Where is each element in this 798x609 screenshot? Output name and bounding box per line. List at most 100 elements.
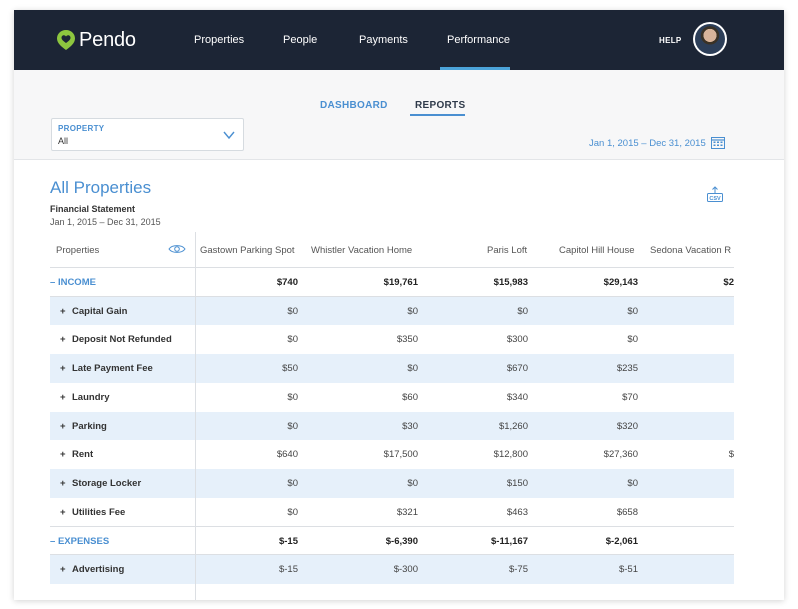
table-row[interactable]: + Laundry $0 $60 $340 $70 [50, 383, 734, 412]
table-cell: $-75 [508, 564, 528, 575]
column-header[interactable]: Capitol Hill House [559, 245, 635, 256]
row-label[interactable]: + Storage Locker [60, 478, 141, 489]
app-window: Pendo Properties People Payments Perform… [14, 10, 784, 600]
avatar-photo [695, 24, 725, 54]
table-cell: $670 [506, 363, 528, 375]
eye-icon[interactable] [168, 243, 186, 255]
section-label[interactable]: – INCOME [50, 277, 96, 288]
table-cell: $658 [616, 506, 638, 518]
row-label[interactable]: + Rent [60, 449, 93, 460]
column-header[interactable]: Whistler Vacation Home [311, 245, 413, 256]
help-link[interactable]: HELP [659, 36, 682, 45]
table-cell: $0 [627, 334, 638, 346]
frozen-column-divider [195, 232, 196, 600]
table-row[interactable]: + Rent $640 $17,500 $12,800 $27,360 $ [50, 440, 734, 469]
row-label-text: Parking [72, 420, 107, 432]
expand-icon[interactable]: + [60, 449, 66, 461]
table-row[interactable]: + Late Payment Fee $50 $0 $670 $235 [50, 354, 734, 383]
section-row[interactable]: – INCOME $740 $19,761 $15,983 $29,143 $2 [50, 268, 734, 297]
table-row[interactable]: + Deposit Not Refunded $0 $350 $300 $0 [50, 325, 734, 354]
row-label-text: Utilities Fee [72, 506, 126, 518]
chevron-down-icon [223, 131, 235, 140]
row-label-text: Laundry [72, 391, 110, 403]
section-row[interactable]: – EXPENSES $-15 $-6,390 $-11,167 $-2,061 [50, 526, 734, 555]
table-cell: $0 [627, 477, 638, 489]
row-label[interactable]: + Late Payment Fee [60, 363, 153, 374]
table-cell: $0 [517, 305, 528, 317]
report-content: All Properties Financial Statement Jan 1… [14, 160, 784, 600]
section-label[interactable]: – EXPENSES [50, 536, 109, 547]
page-title: All Properties [50, 178, 152, 197]
expand-icon[interactable]: + [60, 391, 66, 403]
table-cell: $463 [506, 506, 528, 518]
tab-active-indicator [410, 114, 465, 116]
expand-icon[interactable]: + [60, 564, 66, 575]
financial-table: Properties Gastown Parking Spot Whistler… [50, 232, 734, 600]
expand-icon[interactable]: + [60, 334, 66, 346]
table-cell: $0 [407, 363, 418, 375]
collapse-icon[interactable]: – [50, 277, 58, 288]
report-header: DASHBOARD REPORTS PROPERTY All Jan 1, 20… [14, 70, 784, 160]
row-label[interactable]: + Parking [60, 421, 107, 432]
table-cell: $15,983 [493, 277, 528, 288]
expand-icon[interactable]: + [60, 506, 66, 518]
table-cell: $29,143 [603, 277, 638, 288]
row-label-text: Deposit Not Refunded [72, 334, 172, 346]
date-range-picker[interactable]: Jan 1, 2015 – Dec 31, 2015 [589, 138, 706, 149]
user-avatar[interactable] [693, 22, 727, 56]
table-cell: $0 [287, 506, 298, 518]
row-label[interactable]: + Capital Gain [60, 306, 127, 317]
expand-icon[interactable]: + [60, 477, 66, 489]
row-label[interactable]: + Advertising [60, 564, 124, 575]
column-header[interactable]: Sedona Vacation R [650, 245, 732, 256]
table-cell: $150 [506, 477, 528, 489]
csv-export-icon[interactable]: CSV [706, 186, 724, 204]
table-cell: $-300 [393, 564, 418, 575]
property-dropdown[interactable]: PROPERTY All [51, 118, 244, 151]
collapse-icon[interactable]: – [50, 536, 58, 548]
expand-icon[interactable]: + [60, 305, 66, 317]
pendo-logo[interactable]: Pendo [56, 27, 136, 53]
table-cell: $ [728, 449, 734, 461]
nav-item-payments[interactable]: Payments [359, 34, 408, 46]
table-cell: $70 [622, 391, 638, 403]
table-cell: $-51 [618, 564, 638, 575]
row-label[interactable]: + Deposit Not Refunded [60, 334, 172, 345]
nav-item-performance[interactable]: Performance [447, 34, 510, 46]
table-cell: $60 [402, 391, 418, 403]
row-label-text: Late Payment Fee [72, 363, 153, 375]
row-label-text: INCOME [57, 277, 96, 288]
pendo-pin-icon [57, 30, 75, 50]
table-cell: $0 [287, 477, 298, 489]
expand-icon[interactable]: + [60, 363, 66, 375]
row-label-text: EXPENSES [57, 536, 110, 548]
table-cell: $2 [723, 277, 734, 288]
table-row[interactable]: + Utilities Fee $0 $321 $463 $658 [50, 498, 734, 527]
nav-item-properties[interactable]: Properties [194, 34, 245, 46]
table-row[interactable]: + Advertising $-15 $-300 $-75 $-51 [50, 555, 734, 584]
expand-icon[interactable]: + [60, 420, 66, 432]
table-cell: $-2,061 [605, 536, 638, 548]
top-nav: Pendo Properties People Payments Perform… [14, 10, 784, 70]
row-label[interactable]: + Laundry [60, 392, 109, 403]
table-cell: $12,800 [493, 449, 528, 461]
table-cell: $0 [287, 305, 298, 317]
table-cell: $0 [287, 391, 298, 403]
table-row[interactable]: + Storage Locker $0 $0 $150 $0 [50, 468, 734, 498]
table-row[interactable]: + Parking $0 $30 $1,260 $320 [50, 411, 734, 441]
table-cell: $320 [616, 420, 638, 432]
tab-reports[interactable]: REPORTS [415, 100, 466, 111]
table-cell: $-6,390 [385, 536, 418, 548]
column-header[interactable]: Paris Loft [487, 245, 528, 256]
row-label[interactable]: + Utilities Fee [60, 507, 125, 518]
calendar-icon[interactable] [711, 136, 725, 149]
property-dropdown-label: PROPERTY [58, 124, 105, 133]
table-row[interactable]: + Capital Gain $0 $0 $0 $0 [50, 296, 734, 326]
column-header[interactable]: Gastown Parking Spot [200, 245, 295, 256]
tab-dashboard[interactable]: DASHBOARD [320, 100, 388, 111]
table-cell: $235 [616, 363, 638, 375]
nav-item-people[interactable]: People [283, 34, 318, 46]
row-label-text: Advertising [72, 564, 125, 575]
table-cell: $0 [287, 420, 298, 432]
table-cell: $27,360 [603, 449, 638, 461]
